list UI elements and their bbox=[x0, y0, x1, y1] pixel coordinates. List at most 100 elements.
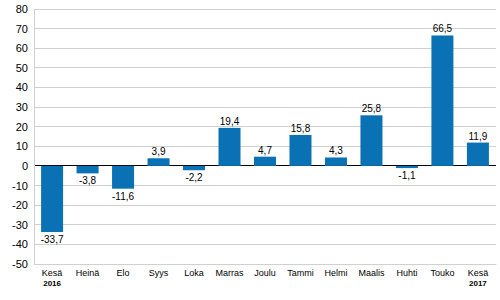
y-tick-label: 70 bbox=[16, 23, 28, 35]
data-label: -1,1 bbox=[398, 170, 416, 181]
y-tick: 30 bbox=[16, 101, 34, 113]
grid-line bbox=[34, 205, 496, 206]
grid-line bbox=[34, 244, 496, 245]
y-tick: 60 bbox=[16, 42, 34, 54]
y-tick: -40 bbox=[12, 238, 34, 250]
y-tick: -10 bbox=[12, 180, 34, 192]
x-tick-label: Kesä2017 bbox=[468, 268, 489, 288]
y-tick: 20 bbox=[16, 121, 34, 133]
y-tick: -20 bbox=[12, 199, 34, 211]
chart: -50 -40 -30 -20 -10 0 10 20 30 40 50 60 70 80 -33,7 -3,… bbox=[0, 0, 500, 300]
x-tick: Loka bbox=[184, 264, 204, 278]
x-tick-label: Elo bbox=[117, 268, 130, 278]
y-tick: 70 bbox=[16, 23, 34, 35]
data-label: 3,9 bbox=[152, 146, 166, 157]
y-tick: -30 bbox=[12, 219, 34, 231]
x-axis: Kesä2016 Heinä Elo Syys Loka Marras Joulu Tammi… bbox=[35, 264, 497, 288]
y-tick: 0 bbox=[22, 160, 34, 172]
grid-line bbox=[34, 126, 496, 127]
y-tick: 50 bbox=[16, 62, 34, 74]
data-label: -3,8 bbox=[79, 175, 97, 186]
x-tick: Elo bbox=[117, 264, 130, 278]
bar bbox=[360, 115, 382, 166]
bar bbox=[112, 166, 134, 189]
y-tick-label: 60 bbox=[16, 42, 28, 54]
x-tick: Heinä bbox=[76, 264, 100, 278]
grid-line bbox=[34, 224, 496, 225]
grid-line bbox=[34, 107, 496, 108]
bar bbox=[41, 166, 63, 232]
x-tick: Huhti bbox=[396, 264, 417, 278]
y-tick-label: 30 bbox=[16, 101, 28, 113]
data-label: 4,7 bbox=[258, 145, 272, 156]
x-tick-label: Tammi bbox=[287, 268, 314, 278]
y-tick-label: -10 bbox=[12, 180, 28, 192]
bar bbox=[396, 166, 418, 168]
data-label: -11,6 bbox=[112, 191, 134, 202]
y-tick: -50 bbox=[12, 258, 34, 270]
x-tick: Tammi bbox=[287, 264, 314, 278]
bar bbox=[431, 35, 453, 165]
x-tick: Joulu bbox=[254, 264, 276, 278]
x-tick-label: Marras bbox=[216, 268, 245, 278]
bar bbox=[467, 143, 489, 166]
y-tick-label: 10 bbox=[16, 140, 28, 152]
data-label: -2,2 bbox=[185, 172, 203, 183]
data-label: 15,8 bbox=[291, 123, 311, 134]
y-tick-label: -30 bbox=[12, 219, 28, 231]
y-tick-label: -50 bbox=[12, 258, 28, 270]
x-tick: Kesä2016 bbox=[42, 264, 63, 288]
x-tick-label: Loka bbox=[184, 268, 204, 278]
x-tick-label: Kesä2016 bbox=[42, 268, 63, 288]
data-label: 25,8 bbox=[362, 103, 382, 114]
bar bbox=[325, 157, 347, 165]
data-label: 66,5 bbox=[433, 23, 453, 34]
x-tick-label: Huhti bbox=[396, 268, 417, 278]
grid-line bbox=[34, 28, 496, 29]
grid-line bbox=[34, 264, 496, 265]
y-tick-label: -20 bbox=[12, 199, 28, 211]
x-tick: Marras bbox=[216, 264, 245, 278]
bar bbox=[289, 135, 311, 166]
y-tick-label: 20 bbox=[16, 121, 28, 133]
x-axis-line bbox=[35, 264, 497, 265]
grid-line bbox=[34, 87, 496, 88]
x-tick-label: Joulu bbox=[254, 268, 276, 278]
grid-line bbox=[34, 185, 496, 186]
data-label: 4,3 bbox=[329, 145, 343, 156]
bar bbox=[77, 166, 99, 173]
bars bbox=[41, 35, 489, 232]
x-tick-label: Maalis bbox=[358, 268, 385, 278]
y-tick: 80 bbox=[16, 3, 34, 15]
grid-line bbox=[34, 67, 496, 68]
y-tick-label: 40 bbox=[16, 81, 28, 93]
x-tick: Syys bbox=[149, 264, 169, 278]
x-tick-label: Helmi bbox=[324, 268, 347, 278]
x-tick: Maalis bbox=[358, 264, 385, 278]
y-axis: -50 -40 -30 -20 -10 0 10 20 30 40 50 60 70 80 bbox=[12, 3, 34, 270]
grid bbox=[34, 9, 496, 264]
bar bbox=[254, 157, 276, 166]
y-tick: 40 bbox=[16, 81, 34, 93]
x-tick-label: Touko bbox=[430, 268, 454, 278]
x-tick-label: Heinä bbox=[76, 268, 100, 278]
x-tick: Helmi bbox=[324, 264, 347, 278]
y-tick-label: 0 bbox=[22, 160, 28, 172]
bar bbox=[219, 128, 241, 166]
x-tick: Touko bbox=[430, 264, 454, 278]
grid-line bbox=[34, 9, 496, 10]
x-tick: Kesä2017 bbox=[468, 264, 489, 288]
y-tick-label: 50 bbox=[16, 62, 28, 74]
grid-line bbox=[34, 48, 496, 49]
y-tick: 10 bbox=[16, 140, 34, 152]
bar bbox=[183, 166, 205, 170]
y-axis-line bbox=[34, 10, 35, 265]
y-tick-label: -40 bbox=[12, 238, 28, 250]
data-label: -33,7 bbox=[41, 234, 64, 245]
data-labels: -33,7 -3,8 -11,6 3,9 -2,2 19,4 4,7 15,8 4,3 25,8 -… bbox=[41, 23, 488, 245]
data-label: 19,4 bbox=[220, 116, 240, 127]
x-tick-label: Syys bbox=[149, 268, 169, 278]
data-label: 11,9 bbox=[469, 131, 488, 142]
y-tick-label: 80 bbox=[16, 3, 28, 15]
bar bbox=[148, 158, 170, 166]
